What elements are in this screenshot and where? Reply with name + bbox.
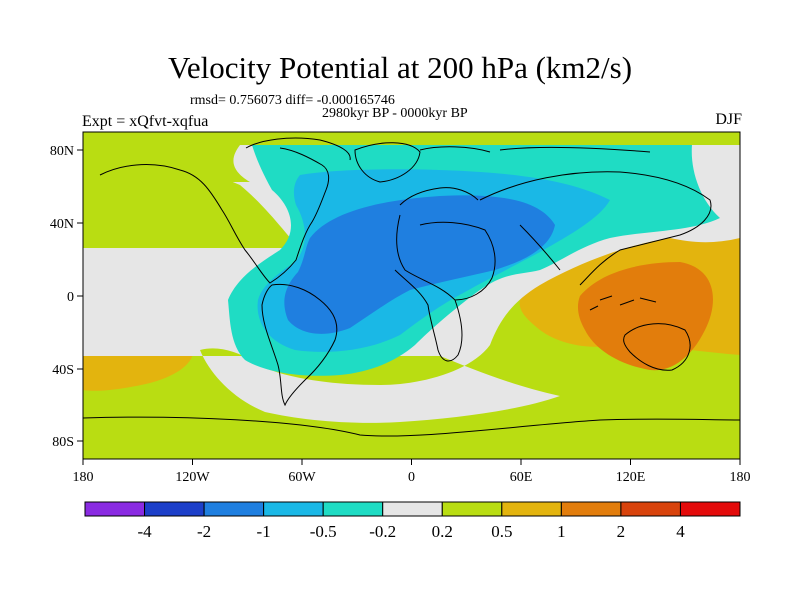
coastlines — [83, 137, 740, 437]
colorbar-swatch — [620, 501, 681, 517]
field-0p2-0p5-arctic-w — [83, 145, 250, 182]
x-tick-marks — [82, 459, 741, 465]
colorbar-label: -4 — [137, 522, 152, 541]
colorbar-label: -2 — [197, 522, 211, 541]
colorbar-swatch — [84, 501, 146, 517]
colorbar-swatch — [144, 501, 205, 517]
period-subtitle: 2980kyr BP - 0000kyr BP — [322, 106, 468, 121]
colorbar-swatch — [679, 501, 741, 517]
x-tick-label: 120W — [175, 470, 210, 485]
colorbar-swatch — [322, 501, 384, 517]
x-tick-label: 60W — [288, 470, 316, 485]
colorbar-label: 0.2 — [432, 522, 453, 541]
colorbar-label: -0.2 — [369, 522, 396, 541]
field-m0p2-0p2-ne — [692, 145, 740, 178]
colorbar-label: 2 — [617, 522, 626, 541]
colorbar-swatch — [203, 501, 265, 517]
experiment-label: Expt = xQfvt-xqfua — [82, 113, 209, 130]
colorbar-label: 0.5 — [491, 522, 512, 541]
colorbar-label: 4 — [676, 522, 685, 541]
x-tick-label: 0 — [408, 470, 415, 485]
x-tick-label: 180 — [73, 470, 94, 485]
y-tick-label: 80N — [50, 144, 74, 159]
rmsd-diff-stats: rmsd= 0.756073 diff= -0.000165746 — [190, 93, 395, 108]
x-tick-label: 60E — [510, 470, 533, 485]
y-tick-marks — [77, 149, 83, 442]
colorbar-swatch — [560, 501, 622, 517]
colorbar-swatch — [263, 501, 324, 517]
contour-fill-layer — [83, 132, 740, 459]
field-m2-m1 — [284, 195, 555, 334]
colorbar-label: 1 — [557, 522, 566, 541]
y-tick-label: 40N — [50, 217, 74, 232]
map-title: Velocity Potential at 200 hPa (km2/s) — [167, 50, 633, 85]
y-tick-label: 0 — [67, 290, 74, 305]
x-tick-label: 180 — [730, 470, 751, 485]
y-tick-label: 80S — [52, 435, 74, 450]
colorbar-label: -1 — [257, 522, 271, 541]
colorbar-swatch — [382, 501, 443, 517]
x-tick-label: 120E — [616, 470, 646, 485]
season-label: DJF — [715, 111, 742, 128]
colorbar-swatch — [501, 501, 562, 517]
colorbar-label: -0.5 — [310, 522, 337, 541]
field-1-2-indopac — [577, 262, 713, 371]
colorbar-swatch — [441, 501, 503, 517]
y-tick-label: 40S — [52, 363, 74, 378]
